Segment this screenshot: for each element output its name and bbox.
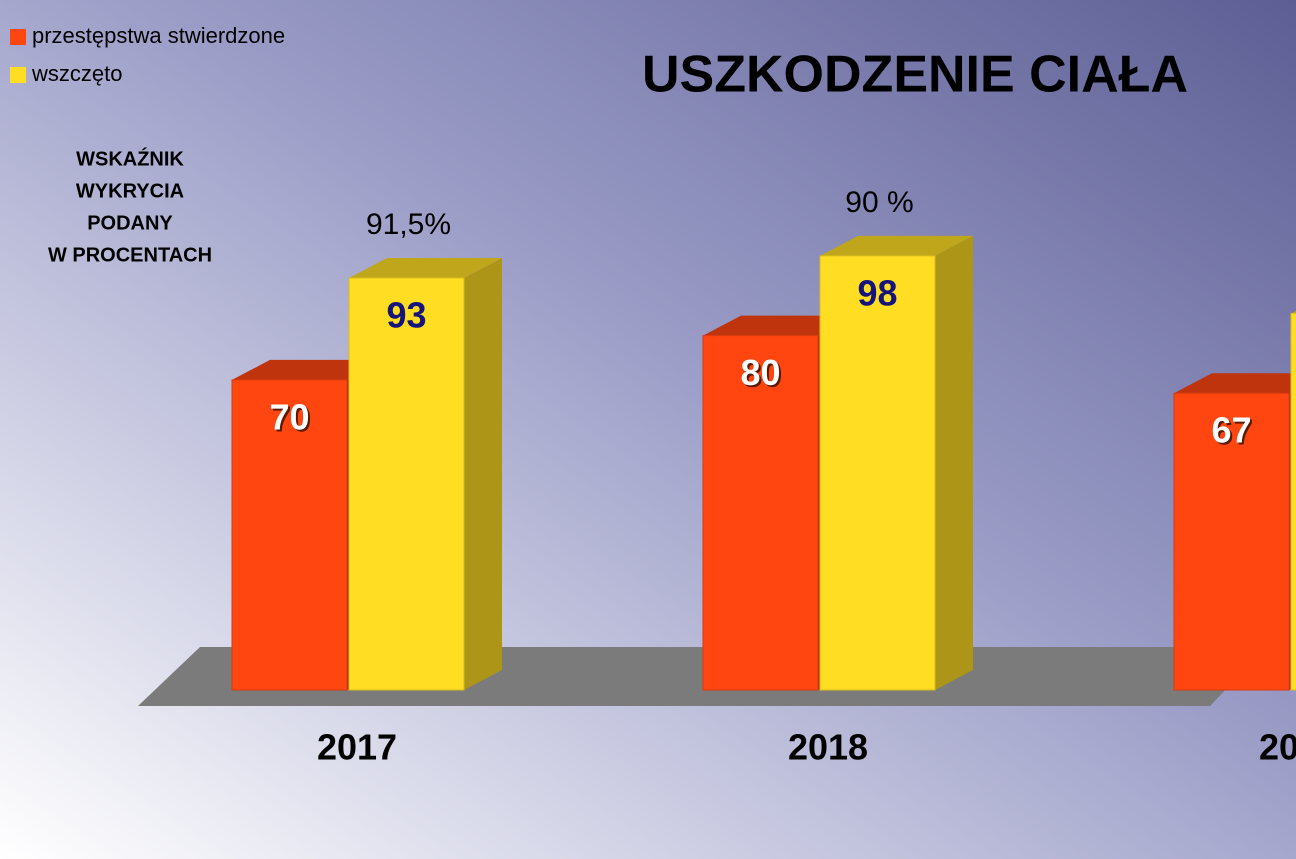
legend-swatch	[10, 29, 26, 45]
bar-top	[232, 359, 385, 380]
chart-title: USZKODZENIE CIAŁA	[642, 46, 1188, 104]
annotation: 90 %	[845, 186, 913, 219]
bar	[1290, 310, 1296, 691]
bar-side	[464, 258, 502, 690]
bar-top	[820, 235, 973, 256]
bar-front	[1173, 392, 1290, 691]
bar-top	[703, 315, 856, 336]
x-tick-label: 2018	[788, 727, 868, 768]
bar-top	[1174, 373, 1296, 394]
legend-label: wszczęto	[31, 61, 122, 86]
bar	[348, 258, 502, 691]
value-label: 98	[857, 272, 897, 313]
bar-top	[349, 258, 502, 279]
bar	[1173, 373, 1296, 691]
value-label-shadow: 80	[742, 354, 782, 395]
note-line: PODANY	[87, 212, 173, 234]
legend: przestępstwa stwierdzone wszczęto	[10, 23, 285, 86]
x-tick-label: 2019	[1259, 727, 1296, 768]
legend-label: przestępstwa stwierdzone	[32, 23, 285, 48]
x-tick-label: 2017	[317, 727, 397, 768]
annotation: 91,5%	[366, 208, 451, 241]
bar	[819, 235, 973, 691]
note-line: W PROCENTACH	[48, 244, 212, 266]
note-line: WYKRYCIA	[76, 180, 184, 202]
note-line: WSKAŹNIK	[76, 147, 184, 170]
legend-swatch	[10, 67, 26, 83]
note: WSKAŹNIK WYKRYCIA PODANY W PROCENTACH	[48, 147, 212, 266]
bar-front	[348, 277, 465, 691]
bar-front	[231, 379, 348, 691]
value-label: 93	[386, 295, 426, 336]
bar-front	[702, 335, 819, 691]
value-label: 80	[740, 352, 780, 393]
value-label-shadow: 70	[271, 398, 311, 439]
value-label-shadow: 67	[1213, 412, 1253, 453]
value-label: 70	[269, 396, 309, 437]
bar-front	[1290, 312, 1296, 691]
bar-top	[1291, 310, 1296, 314]
bar-front	[819, 255, 936, 691]
value-label: 67	[1211, 410, 1251, 451]
bar-side	[935, 235, 973, 691]
